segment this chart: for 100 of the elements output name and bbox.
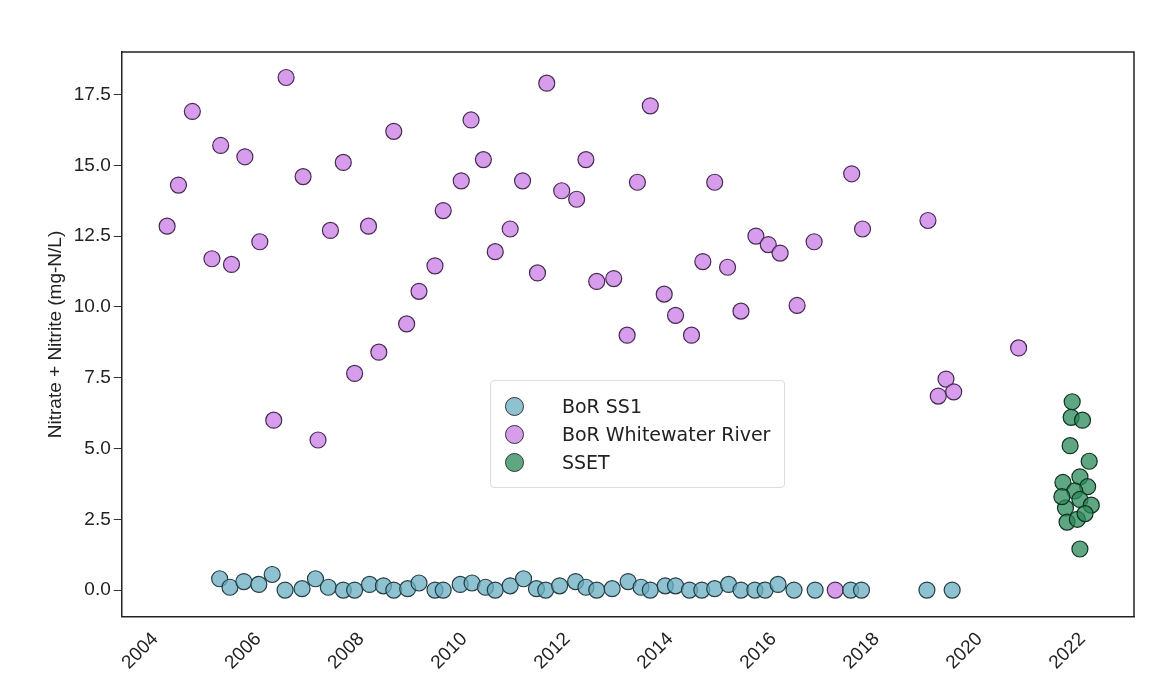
point [513,172,532,190]
point [853,220,872,238]
point [568,190,586,208]
point [501,220,519,238]
point [718,258,737,276]
point [183,102,201,121]
point [826,581,844,599]
point [1080,452,1098,470]
point [370,343,388,361]
point [265,411,283,429]
point [732,302,750,320]
point [619,572,637,591]
y-tick-label: 7.5 [84,365,111,387]
point [452,172,470,190]
y-tick-label: 17.5 [73,82,111,104]
point [486,243,504,261]
point [843,165,861,183]
point [588,272,606,290]
point [158,217,176,235]
point [937,370,955,388]
point [771,244,789,262]
point [306,570,325,588]
point [212,136,230,155]
y-tick-label: 10.0 [73,295,111,317]
point [806,581,824,599]
point [1063,393,1081,411]
point [426,257,444,275]
point [410,282,428,300]
point [434,201,452,220]
legend-label: SSET [561,451,610,474]
point [852,581,871,599]
point [641,97,659,115]
point [756,581,774,599]
point [251,233,269,251]
point [294,168,312,186]
point [434,581,452,599]
point [682,326,701,344]
point [769,575,787,594]
point [655,285,673,303]
point [319,578,337,596]
legend-label: BoR SS1 [561,395,642,418]
legend-label: BoR Whitewater River [561,423,771,446]
point [919,211,937,230]
point [551,577,569,595]
y-axis-title: Nitrate + Nitrite (mg-N/L) [43,230,65,439]
point [805,233,823,251]
point [943,581,961,599]
point [486,581,504,599]
point [1071,540,1089,558]
point [235,572,253,591]
point [263,565,281,584]
point [603,580,621,598]
point [359,217,378,235]
point [346,364,364,383]
point [236,148,254,166]
point [410,574,428,592]
point [398,315,416,333]
point [385,122,403,140]
point [1073,411,1092,429]
point [666,306,685,324]
point [918,581,936,599]
point [169,176,188,194]
point [785,581,803,599]
point [360,575,379,594]
point [250,575,268,594]
point [221,578,239,596]
point [346,581,364,599]
point [759,235,777,254]
point [577,151,595,169]
point [538,74,556,92]
point [628,173,647,191]
point [1061,437,1079,455]
point [321,221,340,240]
point [293,580,311,598]
y-tick-label: 0.0 [84,578,111,600]
point [474,151,492,169]
point [276,581,294,599]
point [222,255,241,273]
y-tick-label: 12.5 [73,224,111,246]
point [537,581,555,599]
point [929,387,947,405]
point [553,182,571,200]
point [334,153,352,172]
point [501,577,519,595]
point [1010,339,1028,357]
point [463,574,481,592]
point [788,296,806,315]
point [514,570,533,588]
point [277,68,295,87]
point [706,173,724,191]
point [203,250,221,268]
point [385,581,403,599]
point [706,580,724,598]
y-tick-label: 5.0 [84,436,111,458]
point [666,577,685,595]
point [945,383,963,401]
point [1053,488,1071,506]
point [528,264,547,282]
point [605,269,623,288]
point [309,431,327,449]
